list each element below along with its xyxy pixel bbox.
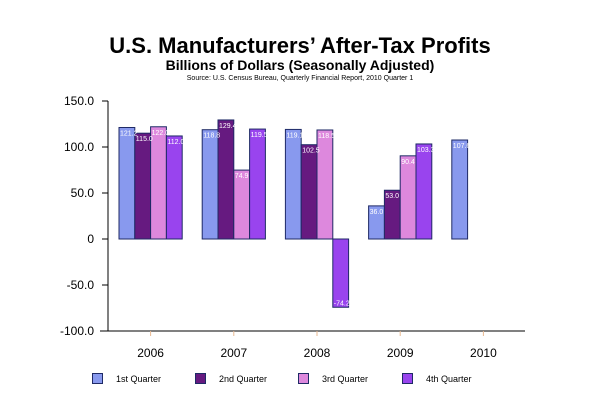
legend-label-q3: 3rd Quarter (322, 373, 369, 384)
bar-2009-q3 (399, 155, 417, 240)
x-tick-label: 2010 (470, 346, 497, 360)
data-label: 74.9 (235, 173, 249, 180)
legend-item-q2: 2nd Quarter (195, 373, 267, 384)
legend: 1st Quarter 2nd Quarter 3rd Quarter 4th … (92, 373, 512, 389)
legend-label-q2: 2nd Quarter (219, 373, 268, 384)
bar-2007-q4 (249, 128, 266, 240)
bars (118, 119, 469, 308)
bar-2010-q1 (451, 139, 469, 240)
legend-label-q1: 1st Quarter (116, 373, 162, 384)
axes: 150.0 100.0 50.0 0 -50.0 -100.0 2006 2007 2008 20… (60, 94, 525, 360)
bar-2009-q4 (415, 143, 433, 240)
bar-2007-q2 (217, 119, 235, 240)
data-label: 115.0 (136, 136, 153, 143)
legend-label-q4: 4th Quarter (426, 373, 472, 384)
y-tick-label: -100.0 (60, 324, 94, 338)
bar-2008-q3 (316, 129, 334, 240)
data-label: 103.3 (417, 147, 435, 154)
y-tick-label: 50.0 (71, 186, 95, 200)
bar-2006-q3 (150, 126, 167, 240)
bar-2008-q4 (332, 238, 350, 308)
chart-source: Source: U.S. Census Bureau, Quarterly Fi… (186, 75, 414, 82)
chart-subtitle: Billions of Dollars (Seasonally Adjusted… (165, 57, 435, 73)
x-tick-label: 2009 (387, 346, 414, 360)
data-label: 118.5 (318, 133, 335, 140)
legend-item-q4: 4th Quarter (402, 373, 472, 384)
data-label: 102.5 (302, 148, 320, 155)
data-label: 122.0 (152, 130, 170, 137)
data-label: 107.6 (453, 143, 471, 150)
bar-2007-q3 (233, 169, 251, 240)
data-label: 129.4 (219, 123, 237, 130)
x-tick-label: 2006 (137, 346, 164, 360)
data-label: 121.2 (120, 130, 138, 137)
data-label: 53.0 (385, 193, 399, 200)
y-tick-label: 150.0 (64, 94, 94, 108)
data-label: 90.4 (401, 159, 415, 166)
bar-2006-q1 (118, 126, 136, 240)
bar-2006-q2 (134, 132, 152, 240)
legend-item-q1: 1st Quarter (92, 373, 161, 384)
data-label: 112.0 (167, 139, 184, 146)
data-label: 36.0 (370, 209, 384, 216)
data-label: 119.1 (286, 132, 303, 139)
data-label: 118.8 (203, 133, 220, 140)
bar-2008-q2 (300, 144, 318, 240)
y-tick-label: -50.0 (67, 278, 95, 292)
x-tick-label: 2008 (304, 346, 331, 360)
legend-swatch-q1 (92, 373, 103, 384)
y-tick-label: 0 (87, 232, 94, 246)
legend-swatch-q3 (298, 373, 309, 384)
data-label: 119.5 (251, 132, 268, 139)
y-tick-label: 100.0 (64, 140, 94, 154)
bar-2006-q4 (165, 135, 183, 240)
bar-2007-q1 (201, 129, 219, 240)
legend-item-q3: 3rd Quarter (298, 373, 368, 384)
data-labels: 121.2 118.8 119.1 36.0 107.6 115.0 129.4 102.5 5… (120, 123, 470, 307)
data-label: -74.2 (334, 300, 350, 307)
chart-title: U.S. Manufacturers’ After-Tax Profits (109, 33, 491, 58)
legend-swatch-q2 (195, 373, 206, 384)
bar-2008-q1 (284, 128, 302, 240)
x-tick-label: 2007 (220, 346, 247, 360)
legend-swatch-q4 (402, 373, 413, 384)
